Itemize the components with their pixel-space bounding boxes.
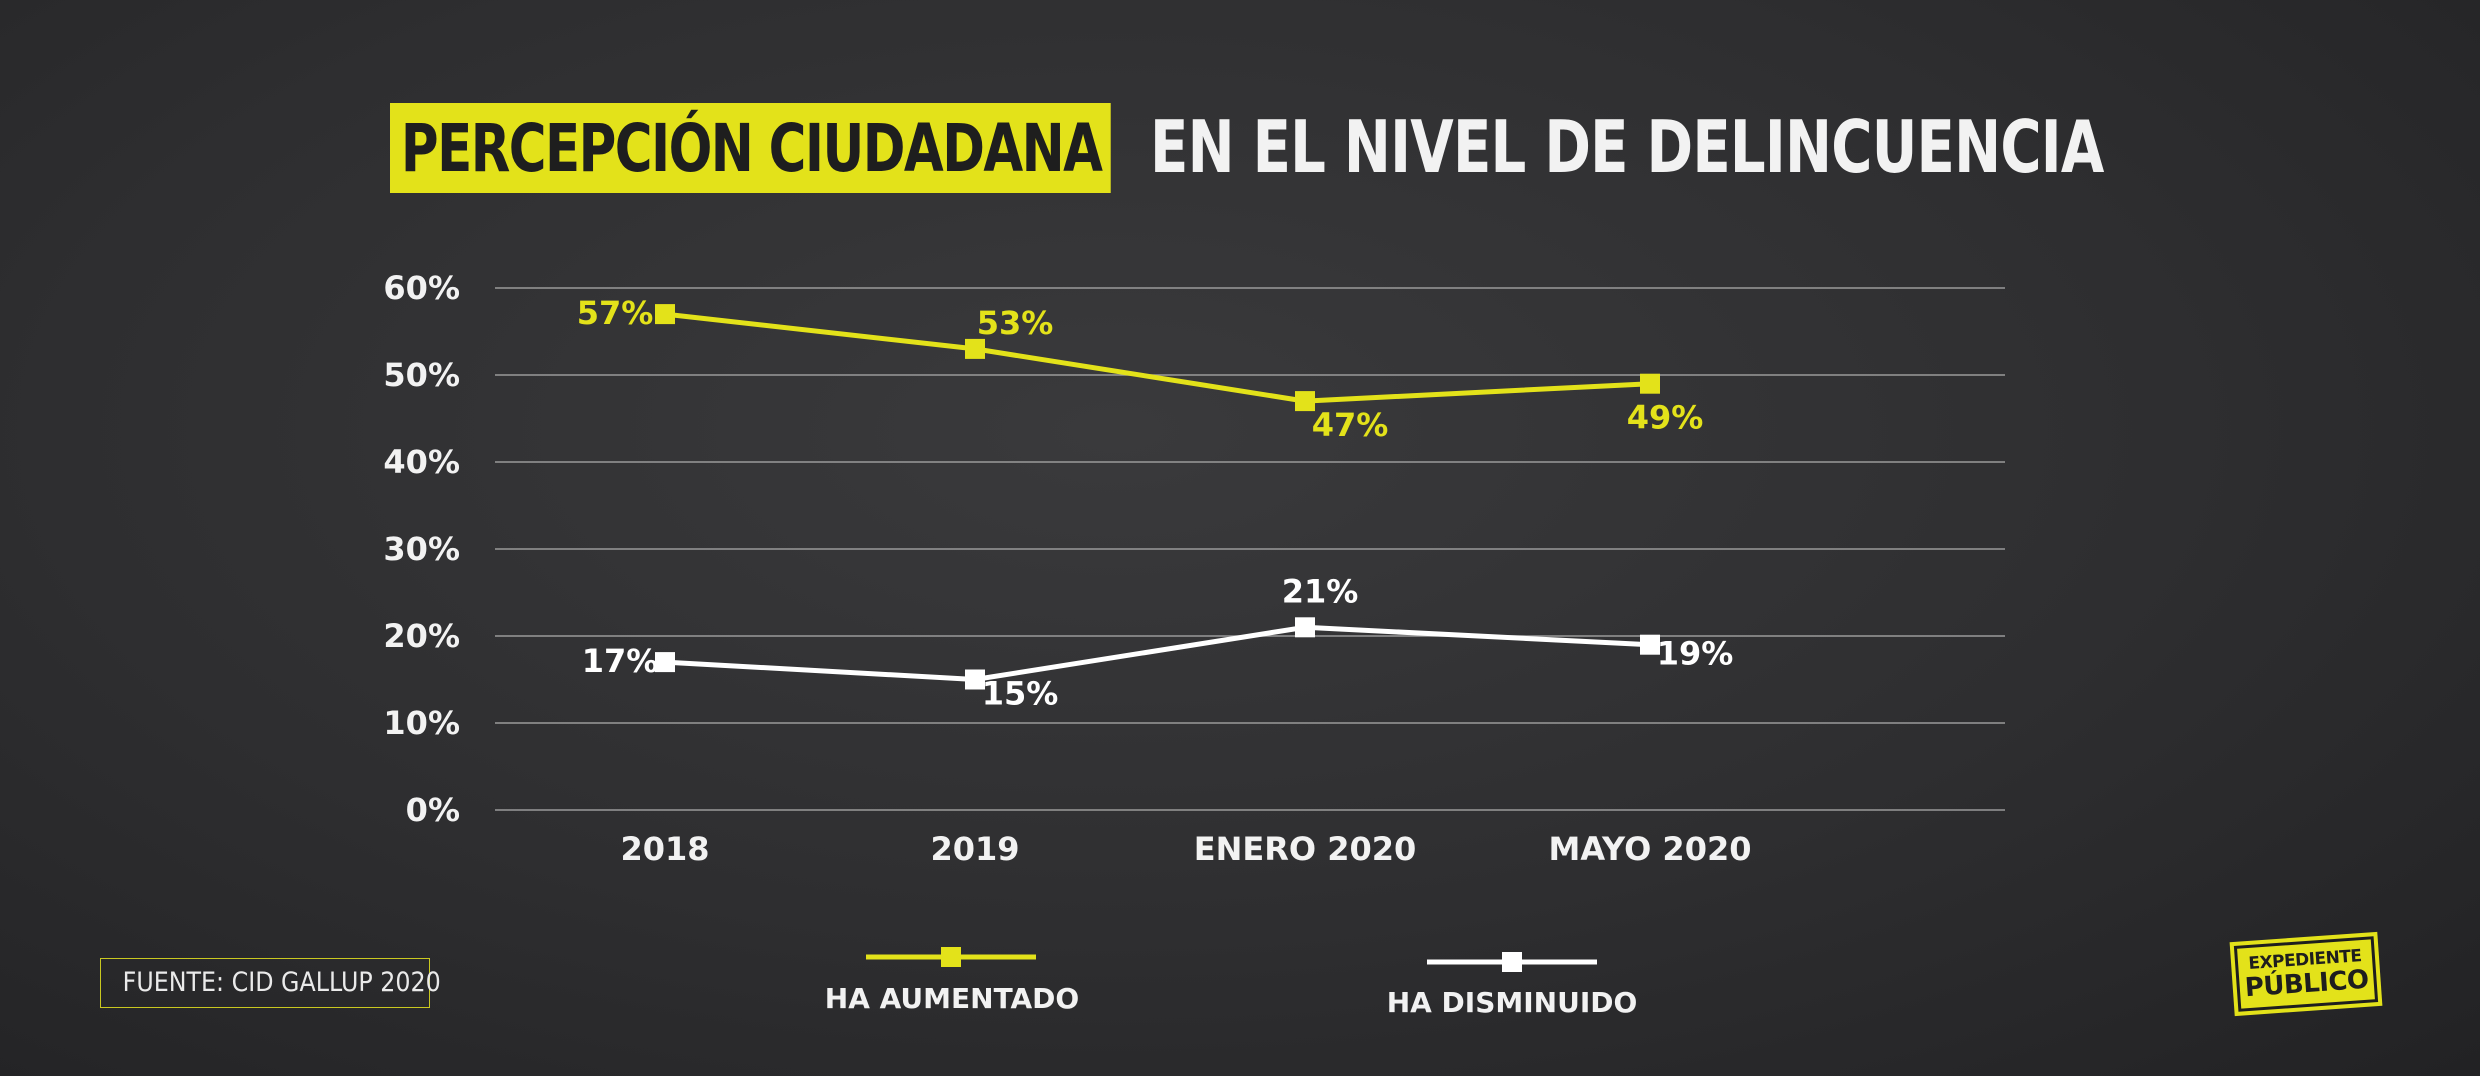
data-point bbox=[1295, 391, 1315, 412]
source-text: FUENTE: CID GALLUP 2020 bbox=[122, 967, 441, 998]
y-tick-label: 0% bbox=[406, 791, 460, 829]
data-label: 21% bbox=[1282, 572, 1359, 610]
data-label: 57% bbox=[577, 294, 654, 332]
chart-title: PERCEPCIÓN CIUDADANA bbox=[390, 100, 1314, 195]
x-tick-label: 2018 bbox=[620, 830, 709, 868]
title-rest: EN EL NIVEL DE DELINCUENCIA bbox=[1150, 105, 2104, 189]
expediente-publico-logo: EXPEDIENTE PÚBLICO bbox=[2229, 931, 2383, 1017]
data-label: 49% bbox=[1627, 399, 1704, 437]
data-point bbox=[1640, 634, 1660, 655]
series-line bbox=[664, 624, 1651, 682]
data-point bbox=[965, 338, 985, 359]
x-tick-label: ENERO 2020 bbox=[1194, 830, 1417, 868]
data-label: 47% bbox=[1312, 406, 1389, 444]
x-tick-label: MAYO 2020 bbox=[1549, 830, 1752, 868]
legend-marker bbox=[941, 947, 961, 967]
title-highlight: PERCEPCIÓN CIUDADANA bbox=[390, 102, 1111, 193]
data-label: 17% bbox=[582, 642, 659, 680]
y-tick-label: 50% bbox=[383, 356, 460, 394]
legend-label: HA DISMINUIDO bbox=[1387, 986, 1638, 1019]
data-label: 53% bbox=[977, 304, 1054, 342]
y-tick-label: 40% bbox=[383, 443, 460, 481]
series-line bbox=[664, 311, 1651, 404]
logo-line-2: PÚBLICO bbox=[2243, 964, 2370, 1004]
y-tick-label: 30% bbox=[383, 530, 460, 568]
data-point bbox=[1295, 617, 1315, 638]
data-label: 19% bbox=[1657, 635, 1734, 673]
y-tick-label: 20% bbox=[383, 617, 460, 655]
legend-marker bbox=[1502, 952, 1522, 972]
source-box: FUENTE: CID GALLUP 2020 bbox=[100, 958, 441, 1008]
data-point bbox=[655, 304, 675, 325]
data-label: 15% bbox=[982, 675, 1059, 713]
legend-label: HA AUMENTADO bbox=[825, 982, 1079, 1015]
y-tick-label: 10% bbox=[383, 704, 460, 742]
y-tick-label: 60% bbox=[383, 269, 460, 307]
data-point bbox=[965, 669, 985, 690]
x-tick-label: 2019 bbox=[930, 830, 1019, 868]
data-point bbox=[655, 652, 675, 673]
data-point bbox=[1640, 373, 1660, 394]
